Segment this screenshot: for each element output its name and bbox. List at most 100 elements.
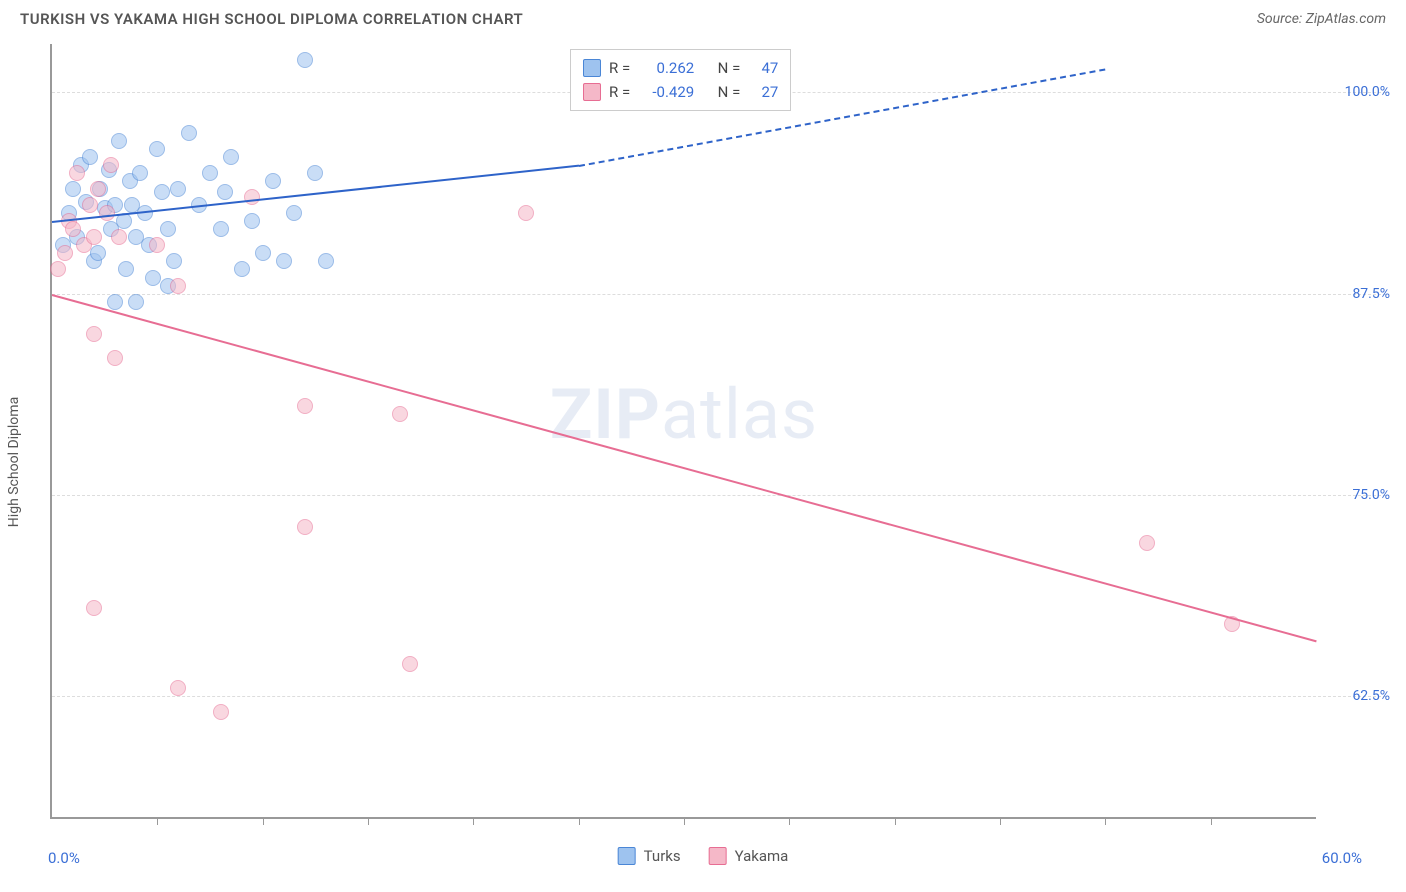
data-point xyxy=(107,350,123,366)
trend-line xyxy=(52,294,1317,642)
data-point xyxy=(69,165,85,181)
data-point xyxy=(149,237,165,253)
data-point xyxy=(202,165,218,181)
x-tick-mark xyxy=(473,817,474,825)
y-tick-label: 75.0% xyxy=(1352,487,1390,503)
n-value-yakama: 27 xyxy=(748,80,778,104)
data-point xyxy=(86,326,102,342)
x-tick-mark xyxy=(157,817,158,825)
n-value-turks: 47 xyxy=(748,56,778,80)
x-tick-mark xyxy=(895,817,896,825)
legend-row-turks: R = 0.262 N = 47 xyxy=(583,56,778,80)
gridline-h xyxy=(52,294,1386,295)
chart-container: High School Diploma ZIPatlas R = 0.262 N… xyxy=(0,34,1406,889)
data-point xyxy=(170,680,186,696)
gridline-h xyxy=(52,696,1386,697)
data-point xyxy=(118,261,134,277)
swatch-turks-icon xyxy=(618,847,636,865)
data-point xyxy=(276,253,292,269)
data-point xyxy=(111,133,127,149)
gridline-h xyxy=(52,495,1386,496)
data-point xyxy=(50,261,66,277)
data-point xyxy=(244,189,260,205)
data-point xyxy=(402,656,418,672)
n-label: N = xyxy=(718,56,741,80)
data-point xyxy=(149,141,165,157)
watermark-bold: ZIP xyxy=(550,374,661,456)
swatch-turks xyxy=(583,59,601,77)
data-point xyxy=(213,221,229,237)
data-point xyxy=(297,519,313,535)
data-point xyxy=(145,270,161,286)
x-tick-mark xyxy=(263,817,264,825)
data-point xyxy=(154,184,170,200)
swatch-yakama-icon xyxy=(709,847,727,865)
data-point xyxy=(234,261,250,277)
source-label: Source: ZipAtlas.com xyxy=(1257,11,1386,27)
data-point xyxy=(213,704,229,720)
n-label: N = xyxy=(718,80,741,104)
x-tick-mark xyxy=(1211,817,1212,825)
legend-row-yakama: R = -0.429 N = 27 xyxy=(583,80,778,104)
data-point xyxy=(65,181,81,197)
data-point xyxy=(297,52,313,68)
data-point xyxy=(1139,535,1155,551)
data-point xyxy=(286,205,302,221)
y-tick-label: 62.5% xyxy=(1352,688,1390,704)
data-point xyxy=(132,165,148,181)
data-point xyxy=(318,253,334,269)
x-min-label: 0.0% xyxy=(48,849,80,867)
r-value-turks: 0.262 xyxy=(638,56,694,80)
data-point xyxy=(90,245,106,261)
x-tick-mark xyxy=(684,817,685,825)
data-point xyxy=(82,149,98,165)
x-tick-mark xyxy=(789,817,790,825)
data-point xyxy=(265,173,281,189)
data-point xyxy=(103,157,119,173)
legend-item-turks: Turks xyxy=(618,847,681,865)
watermark-rest: atlas xyxy=(661,374,818,456)
legend-label-yakama: Yakama xyxy=(735,847,789,865)
data-point xyxy=(99,205,115,221)
data-point xyxy=(255,245,271,261)
data-point xyxy=(86,600,102,616)
data-point xyxy=(65,221,81,237)
data-point xyxy=(170,181,186,197)
data-point xyxy=(107,294,123,310)
y-tick-label: 87.5% xyxy=(1352,286,1390,302)
r-label: R = xyxy=(609,56,630,80)
data-point xyxy=(244,213,260,229)
data-point xyxy=(86,229,102,245)
y-axis-label: High School Diploma xyxy=(6,396,22,526)
chart-title: TURKISH VS YAKAMA HIGH SCHOOL DIPLOMA CO… xyxy=(20,10,523,28)
x-tick-mark xyxy=(579,817,580,825)
data-point xyxy=(166,253,182,269)
data-point xyxy=(181,125,197,141)
data-point xyxy=(392,406,408,422)
data-point xyxy=(217,184,233,200)
watermark: ZIPatlas xyxy=(550,374,818,456)
r-value-yakama: -0.429 xyxy=(638,80,694,104)
data-point xyxy=(82,197,98,213)
series-legend: Turks Yakama xyxy=(618,847,789,865)
data-point xyxy=(297,398,313,414)
x-tick-mark xyxy=(1105,817,1106,825)
legend-item-yakama: Yakama xyxy=(709,847,789,865)
data-point xyxy=(307,165,323,181)
data-point xyxy=(170,278,186,294)
legend-label-turks: Turks xyxy=(644,847,681,865)
y-tick-label: 100.0% xyxy=(1345,84,1390,100)
data-point xyxy=(223,149,239,165)
data-point xyxy=(160,221,176,237)
r-label: R = xyxy=(609,80,630,104)
x-tick-mark xyxy=(1000,817,1001,825)
data-point xyxy=(90,181,106,197)
data-point xyxy=(128,294,144,310)
plot-area: ZIPatlas xyxy=(50,44,1316,819)
swatch-yakama xyxy=(583,83,601,101)
data-point xyxy=(518,205,534,221)
correlation-legend: R = 0.262 N = 47 R = -0.429 N = 27 xyxy=(570,49,791,111)
data-point xyxy=(57,245,73,261)
data-point xyxy=(111,229,127,245)
x-max-label: 60.0% xyxy=(1322,849,1362,867)
